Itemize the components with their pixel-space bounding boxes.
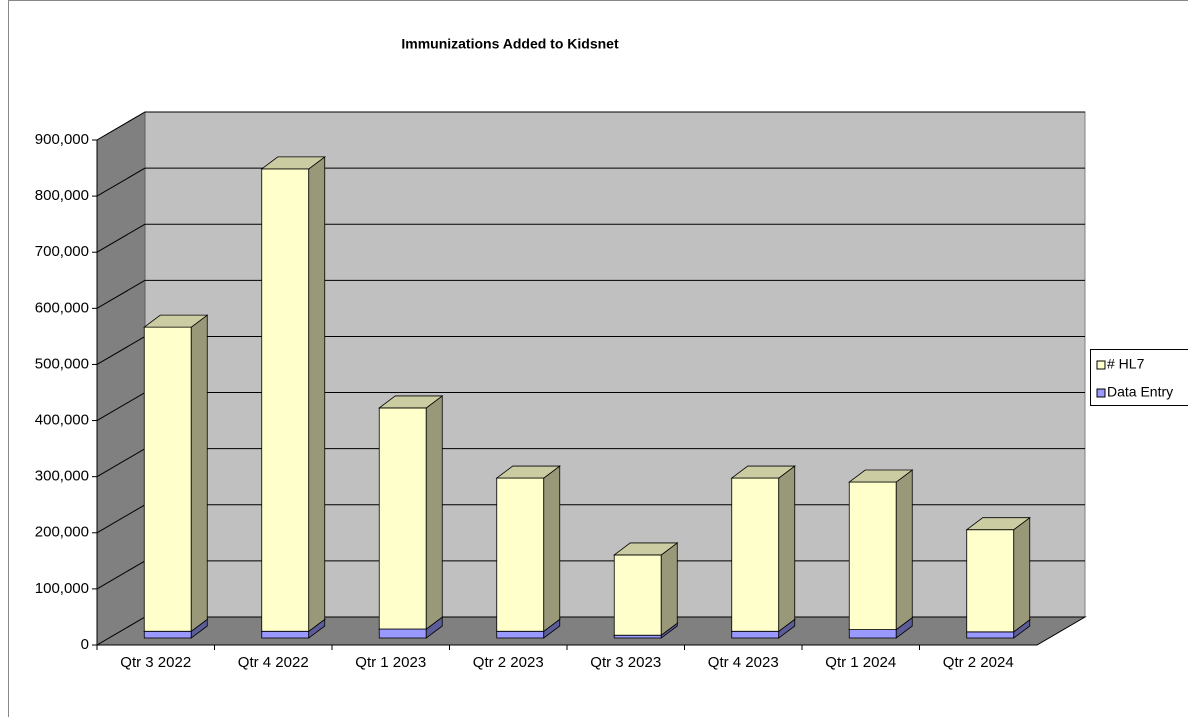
bar-side <box>660 542 678 636</box>
bar-top <box>495 465 561 479</box>
legend-swatch <box>1096 360 1106 370</box>
chart-title: Immunizations Added to Kidsnet <box>401 36 619 52</box>
grid-line <box>96 167 146 197</box>
bar-segment <box>731 630 780 639</box>
y-tick-label: 400,000 <box>35 412 89 429</box>
grid-line <box>96 336 146 365</box>
grid-line <box>96 504 146 534</box>
bar-segment <box>966 631 1015 639</box>
bar-segment <box>731 477 780 632</box>
y-tick-label: 100,000 <box>35 580 89 597</box>
bar-side <box>190 314 208 633</box>
bar-segment <box>848 481 897 630</box>
grid-line <box>96 448 146 478</box>
legend-box <box>1090 349 1188 406</box>
bar-top <box>613 542 679 556</box>
y-tick-label: 600,000 <box>35 299 89 316</box>
x-tick-label: Qtr 2 2024 <box>943 654 1014 671</box>
bar-side <box>543 465 561 633</box>
x-tick-label: Qtr 1 2023 <box>355 654 426 671</box>
bar-side <box>425 395 443 630</box>
bar-side <box>895 469 913 631</box>
bar-top <box>378 395 444 409</box>
y-tick-label: 900,000 <box>35 131 89 148</box>
bar-top <box>260 156 326 170</box>
bar-segment <box>261 168 310 632</box>
legend-label: # HL7 <box>1107 356 1145 372</box>
grid-line <box>96 223 146 253</box>
bar-segment <box>378 628 427 639</box>
bar-side <box>1013 516 1031 633</box>
bar-segment <box>143 630 192 639</box>
grid-line <box>96 111 146 141</box>
y-tick-label: 500,000 <box>35 355 89 372</box>
bar-segment <box>496 630 545 639</box>
bar-segment <box>613 554 662 636</box>
y-tick-label: 800,000 <box>35 187 89 204</box>
x-tick-label: Qtr 4 2022 <box>238 654 309 671</box>
bar-segment <box>496 477 545 632</box>
y-tick-label: 300,000 <box>35 468 89 485</box>
x-tick-label: Qtr 2 2023 <box>473 654 544 671</box>
legend-label: Data Entry <box>1107 384 1173 400</box>
bar-side <box>308 156 326 633</box>
bar-segment <box>613 634 662 639</box>
bar-top <box>848 469 914 483</box>
x-tick-label: Qtr 1 2024 <box>825 654 896 671</box>
grid-line <box>96 279 146 309</box>
bar-segment <box>143 326 192 632</box>
y-tick-label: 700,000 <box>35 243 89 260</box>
bar-side <box>778 465 796 633</box>
grid-line <box>96 392 146 421</box>
grid-line <box>96 560 146 590</box>
x-tick-label: Qtr 3 2022 <box>120 654 191 671</box>
x-tick-label: Qtr 4 2023 <box>708 654 779 671</box>
bar-top <box>143 314 209 328</box>
bar-segment <box>261 630 310 639</box>
x-tick-label: Qtr 3 2023 <box>590 654 661 671</box>
bar-segment <box>966 529 1015 633</box>
bar-top <box>965 517 1031 531</box>
legend-swatch <box>1096 388 1106 398</box>
y-tick-label: 200,000 <box>35 524 89 541</box>
floor <box>95 616 1087 646</box>
y-tick-label: 0 <box>81 636 89 653</box>
bar-segment <box>848 629 897 639</box>
bar-top <box>730 465 796 479</box>
bar-segment <box>378 407 427 630</box>
